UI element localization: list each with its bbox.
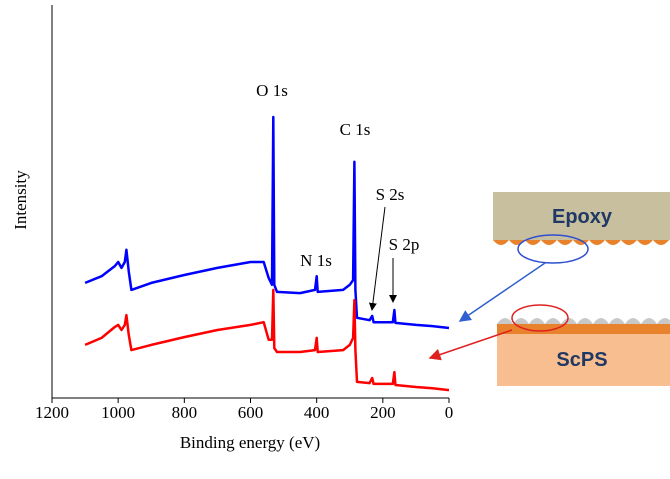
- x-tick-label: 400: [304, 403, 330, 422]
- diagram-label: Epoxy: [552, 206, 613, 228]
- arrow: [368, 206, 386, 311]
- interface: [493, 240, 670, 245]
- scps-layer: [497, 334, 670, 386]
- x-tick-label: 1000: [101, 403, 135, 422]
- peak-label: S 2s: [376, 185, 405, 204]
- interface: [497, 318, 670, 324]
- spectrum-line: [84, 115, 450, 330]
- highlight: [511, 304, 569, 332]
- peak-label: O 1s: [256, 81, 288, 100]
- x-tick-label: 1200: [35, 403, 69, 422]
- peak-label: C 1s: [340, 120, 371, 139]
- x-tick-label: 200: [370, 403, 396, 422]
- diagram-label: ScPS: [556, 349, 607, 371]
- scps-surface: [497, 324, 670, 334]
- arrow: [428, 329, 513, 361]
- epoxy-layer: [493, 192, 670, 240]
- peak-label: S 2p: [389, 235, 420, 254]
- x-axis-label: Binding energy (eV): [180, 433, 320, 452]
- highlight: [517, 234, 589, 264]
- arrow: [458, 262, 546, 322]
- x-tick-label: 800: [172, 403, 198, 422]
- x-tick-label: 0: [445, 403, 454, 422]
- spectrum-line: [84, 288, 450, 392]
- peak-label: N 1s: [300, 251, 332, 270]
- x-tick-label: 600: [238, 403, 264, 422]
- y-axis-label: Intensity: [11, 170, 30, 230]
